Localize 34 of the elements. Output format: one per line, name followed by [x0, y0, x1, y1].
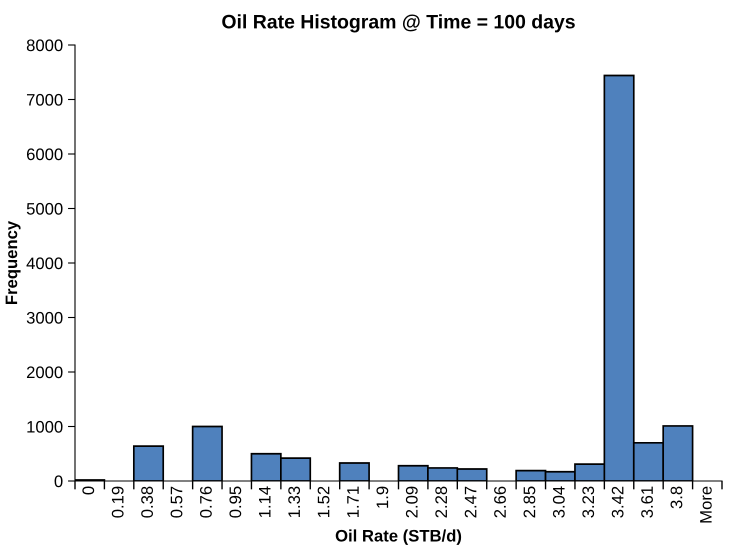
y-tick-label: 5000 — [26, 202, 63, 215]
x-tick-label: More — [700, 486, 712, 522]
x-tick-label: 2.09 — [406, 486, 418, 518]
x-tick-label: 0.19 — [112, 486, 124, 518]
x-tick-label: 1.14 — [259, 486, 270, 518]
y-tick-label: 2000 — [26, 366, 63, 378]
y-tick-label: 7000 — [26, 94, 63, 106]
x-tick-label: 2.66 — [494, 486, 506, 518]
x-axis-title: Oil Rate (STB/d) — [336, 529, 462, 545]
x-tick-label: 3.04 — [552, 486, 565, 518]
x-tick-label: 3.8 — [670, 486, 682, 508]
x-tick-label: 0.76 — [200, 486, 212, 518]
y-tick-label: 3000 — [26, 312, 63, 324]
x-tick-label: 0.57 — [170, 486, 182, 518]
x-tick-label: 0.95 — [229, 486, 242, 518]
x-tick-label: 3.42 — [612, 486, 624, 518]
y-tick-label: 6000 — [26, 148, 63, 160]
x-tick-label: 2.85 — [524, 486, 536, 518]
y-tick-label: 4000 — [26, 257, 63, 270]
x-tick-label: 0 — [82, 486, 94, 494]
x-tick-label: 2.47 — [464, 486, 476, 518]
y-tick-label: 0 — [54, 475, 63, 488]
x-tick-label: 3.61 — [641, 486, 653, 518]
x-tick-label: 2.28 — [435, 486, 448, 518]
x-tick-label: 1.9 — [376, 486, 388, 508]
chart-title: Oil Rate Histogram @ Time = 100 days — [222, 14, 575, 32]
y-axis-title: Frequency — [6, 220, 21, 304]
x-tick-label: 1.71 — [347, 486, 359, 518]
y-tick-label: 1000 — [27, 420, 63, 433]
y-tick-label: 8000 — [26, 39, 63, 52]
x-tick-label: 1.33 — [288, 486, 300, 518]
x-tick-label: 0.38 — [141, 486, 153, 518]
x-tick-label: 3.23 — [582, 486, 594, 518]
x-tick-label: 1.52 — [318, 486, 330, 518]
